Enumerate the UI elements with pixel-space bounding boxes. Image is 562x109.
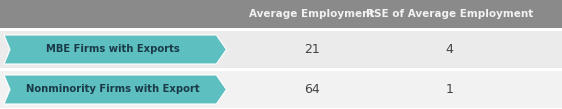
Polygon shape: [4, 35, 226, 64]
Text: 64: 64: [304, 83, 320, 96]
Text: MBE Firms with Exports: MBE Firms with Exports: [46, 44, 180, 54]
Text: 1: 1: [446, 83, 454, 96]
Text: 4: 4: [446, 43, 454, 56]
Text: RSE of Average Employment: RSE of Average Employment: [366, 9, 533, 19]
Polygon shape: [0, 31, 562, 68]
Text: 21: 21: [304, 43, 320, 56]
Text: Average Employment: Average Employment: [249, 9, 375, 19]
Polygon shape: [4, 75, 226, 104]
Polygon shape: [0, 0, 562, 28]
Polygon shape: [0, 71, 562, 108]
Text: Nonminority Firms with Export: Nonminority Firms with Export: [26, 84, 200, 95]
